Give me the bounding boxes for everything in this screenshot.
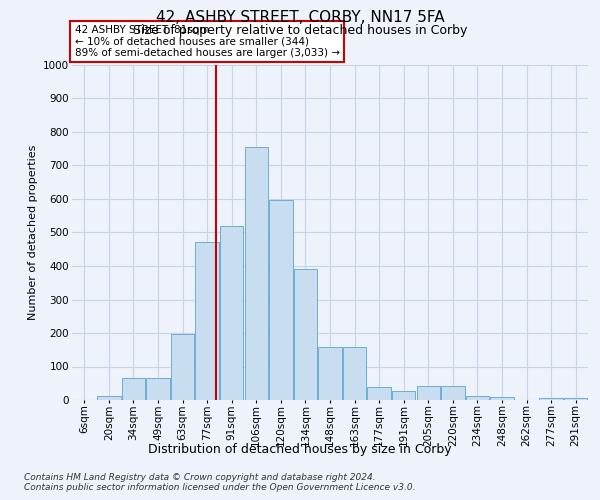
Bar [171, 334, 194, 400]
Bar [343, 346, 366, 400]
Bar [392, 391, 415, 400]
Bar [416, 386, 440, 400]
Bar [319, 346, 341, 400]
Bar [490, 398, 514, 400]
Text: Distribution of detached houses by size in Corby: Distribution of detached houses by size … [148, 442, 452, 456]
Bar [146, 378, 170, 400]
Bar [294, 270, 317, 400]
Text: Contains HM Land Registry data © Crown copyright and database right 2024.
Contai: Contains HM Land Registry data © Crown c… [24, 472, 415, 492]
Bar [269, 200, 293, 400]
Text: 42, ASHBY STREET, CORBY, NN17 5FA: 42, ASHBY STREET, CORBY, NN17 5FA [155, 10, 445, 25]
Text: 42 ASHBY STREET: 81sqm
← 10% of detached houses are smaller (344)
89% of semi-de: 42 ASHBY STREET: 81sqm ← 10% of detached… [74, 25, 340, 58]
Y-axis label: Number of detached properties: Number of detached properties [28, 145, 38, 320]
Bar [466, 396, 489, 400]
Text: Size of property relative to detached houses in Corby: Size of property relative to detached ho… [133, 24, 467, 37]
Bar [220, 226, 244, 400]
Bar [97, 396, 121, 400]
Bar [196, 242, 219, 400]
Bar [367, 386, 391, 400]
Bar [539, 398, 563, 400]
Bar [122, 378, 145, 400]
Bar [245, 146, 268, 400]
Bar [441, 386, 464, 400]
Bar [564, 398, 587, 400]
